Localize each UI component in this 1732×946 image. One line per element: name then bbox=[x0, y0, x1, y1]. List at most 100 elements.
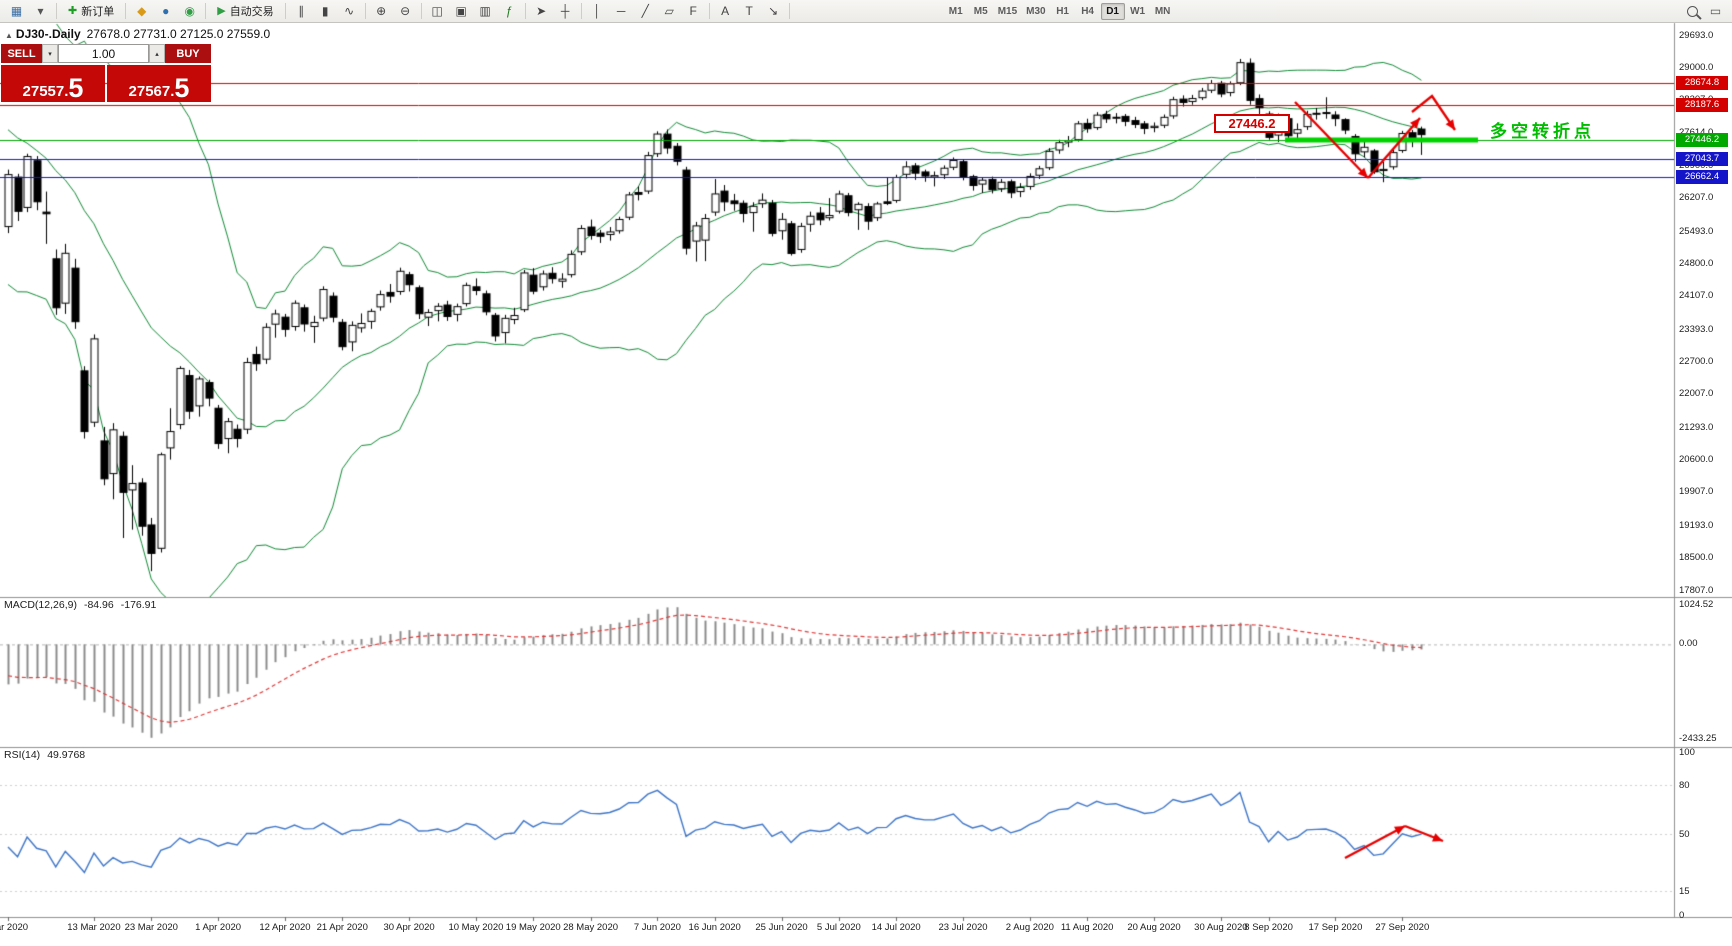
community-icon[interactable]: ● bbox=[162, 4, 170, 18]
indicators-icon[interactable]: ƒ bbox=[505, 4, 513, 18]
timeframe-m1[interactable]: M1 bbox=[948, 5, 963, 17]
text-icon[interactable]: A bbox=[721, 4, 730, 18]
price-axis-label: 25493.0 bbox=[1679, 225, 1714, 237]
date-axis-label: 1 Apr 2020 bbox=[195, 922, 242, 933]
timeframe-mn[interactable]: MN bbox=[1154, 5, 1171, 17]
rsi-name: RSI(14) bbox=[4, 749, 41, 761]
price-axis-label: 19907.0 bbox=[1679, 486, 1714, 498]
price-axis-label: 29693.0 bbox=[1679, 29, 1714, 41]
timeframe-group: M1 M5 M15 M30 H1 H4 D1 W1 MN bbox=[944, 2, 1175, 20]
toolbar-separator bbox=[788, 3, 790, 19]
chart-title: ▲ DJ30-.Daily 27678.0 27731.0 27125.0 2755… bbox=[5, 27, 270, 41]
fibonacci-icon[interactable]: F bbox=[689, 4, 697, 18]
price-level-text-box: 27446.2 bbox=[1214, 114, 1290, 133]
tile-windows-icon[interactable]: ◫ bbox=[431, 4, 443, 18]
symbol-icon: ▲ bbox=[5, 31, 13, 40]
horizontal-line-icon[interactable]: ─ bbox=[616, 4, 626, 18]
buy-price-display[interactable]: 27567. 5 bbox=[107, 65, 211, 102]
date-axis-label: 13 Mar 2020 bbox=[67, 922, 121, 933]
profiles-icon[interactable]: ▾ bbox=[37, 4, 44, 18]
new-chart-icon[interactable]: ▦ bbox=[10, 4, 23, 18]
timeframe-m5[interactable]: M5 bbox=[973, 5, 988, 17]
price-line-tag: 26662.4 bbox=[1676, 169, 1728, 184]
toolbar-separator bbox=[420, 3, 422, 19]
data-window-icon[interactable]: ▥ bbox=[479, 4, 491, 18]
cursor-icon[interactable]: ➤ bbox=[536, 4, 547, 18]
toolbar-right-group: ▭ bbox=[1687, 1, 1727, 22]
timeframe-h4[interactable]: H4 bbox=[1081, 5, 1094, 17]
timeframe-m30[interactable]: M30 bbox=[1026, 5, 1046, 17]
date-axis-label: 17 Sep 2020 bbox=[1308, 922, 1363, 933]
date-axis-label: 27 Sep 2020 bbox=[1375, 922, 1430, 933]
guide-icon[interactable]: ◉ bbox=[184, 4, 195, 18]
autotrading-button-icon: ▶ bbox=[217, 4, 226, 17]
one-click-trading-widget: SELL ▾ ▴ BUY 27557.5 27567.5 bbox=[1, 44, 211, 102]
volume-up-button[interactable]: ▴ bbox=[149, 44, 165, 63]
buy-button[interactable]: BUY bbox=[165, 44, 211, 63]
mql5-icon[interactable]: ◆ bbox=[137, 4, 147, 18]
date-axis-label: 21 Apr 2020 bbox=[316, 922, 368, 933]
chart-ohlc-values: 27678.0 27731.0 27125.0 27559.0 bbox=[86, 27, 271, 41]
toolbar-separator bbox=[125, 3, 127, 19]
channel-icon[interactable]: ▱ bbox=[664, 4, 674, 18]
price-line-tag: 27043.7 bbox=[1676, 151, 1728, 166]
date-axis-label: 5 Jul 2020 bbox=[816, 922, 861, 933]
date-axis-label: 7 Jun 2020 bbox=[633, 922, 681, 933]
arrow-tools-icon[interactable]: ↘ bbox=[768, 4, 779, 18]
candlestick-chart-icon[interactable]: ▮ bbox=[321, 4, 329, 18]
auto-arrange-icon[interactable]: ▣ bbox=[455, 4, 467, 18]
date-axis-label: 19 May 2020 bbox=[505, 922, 561, 933]
rsi-axis-label: 100 bbox=[1679, 747, 1695, 758]
date-axis-label: 30 Aug 2020 bbox=[1194, 922, 1248, 933]
line-chart-icon[interactable]: ∿ bbox=[344, 4, 355, 18]
new-order-button-label: 新订单 bbox=[81, 6, 115, 18]
timeframe-d1[interactable]: D1 bbox=[1100, 2, 1125, 20]
vertical-line-icon[interactable]: │ bbox=[593, 4, 601, 18]
timeframe-m15[interactable]: M15 bbox=[997, 5, 1018, 17]
new-window-icon[interactable]: ▭ bbox=[1709, 4, 1722, 18]
macd-axis-zero: 0.00 bbox=[1679, 638, 1698, 650]
macd-axis-max: 1024.52 bbox=[1679, 599, 1714, 610]
zoom-out-icon[interactable]: ⊖ bbox=[400, 4, 411, 18]
bar-chart-icon[interactable]: ∥ bbox=[298, 4, 305, 18]
turning-point-annotation: 多空转折点 bbox=[1490, 122, 1595, 141]
buy-price-main: 27567. bbox=[128, 82, 175, 100]
crosshair-icon[interactable]: ┼ bbox=[560, 4, 570, 18]
macd-axis-min: -2433.25 bbox=[1679, 733, 1717, 744]
toolbar-separator bbox=[524, 3, 526, 19]
toolbar-separator bbox=[205, 3, 207, 19]
zoom-in-icon[interactable]: ⊕ bbox=[376, 4, 387, 18]
date-axis-label: 25 Jun 2020 bbox=[755, 922, 808, 933]
rsi-axis-label: 80 bbox=[1679, 779, 1690, 791]
autotrading-button-label: 自动交易 bbox=[229, 6, 274, 18]
price-axis-label: 22007.0 bbox=[1679, 388, 1714, 400]
label-icon[interactable]: T bbox=[745, 4, 753, 18]
price-axis-label: 27614.0 bbox=[1679, 127, 1713, 138]
price-axis-label: 20600.0 bbox=[1679, 454, 1714, 466]
sell-price-pip: 5 bbox=[68, 73, 84, 104]
timeframe-h1[interactable]: H1 bbox=[1056, 5, 1069, 17]
toolbar-separator bbox=[364, 3, 366, 19]
rsi-axis-label: 15 bbox=[1679, 885, 1690, 897]
rsi-indicator-label: RSI(14) 49.9768 bbox=[4, 749, 92, 761]
search-icon[interactable] bbox=[1687, 5, 1698, 17]
sell-price-display[interactable]: 27557. 5 bbox=[1, 65, 105, 102]
sell-button[interactable]: SELL bbox=[1, 44, 42, 63]
price-axis-label: 22700.0 bbox=[1679, 356, 1714, 368]
date-axis-label: Mar 2020 bbox=[0, 922, 29, 933]
date-axis-label: 30 Apr 2020 bbox=[383, 922, 435, 933]
macd-indicator-label: MACD(12,26,9) -84.96 -176.91 bbox=[4, 599, 163, 611]
volume-input[interactable] bbox=[58, 44, 149, 63]
new-order-button[interactable]: ✚ 新订单 bbox=[61, 1, 121, 22]
buy-price-pip: 5 bbox=[174, 73, 190, 104]
date-axis-label: 28 May 2020 bbox=[563, 922, 619, 933]
timeframe-w1[interactable]: W1 bbox=[1130, 5, 1146, 17]
date-axis-label: 12 Apr 2020 bbox=[259, 922, 311, 933]
volume-down-button[interactable]: ▾ bbox=[42, 44, 58, 63]
date-axis-label: 11 Aug 2020 bbox=[1060, 922, 1114, 933]
autotrading-button[interactable]: ▶ 自动交易 bbox=[210, 1, 280, 22]
chart-symbol-label: DJ30-.Daily bbox=[15, 27, 81, 41]
trendline-icon[interactable]: ╱ bbox=[641, 4, 649, 18]
